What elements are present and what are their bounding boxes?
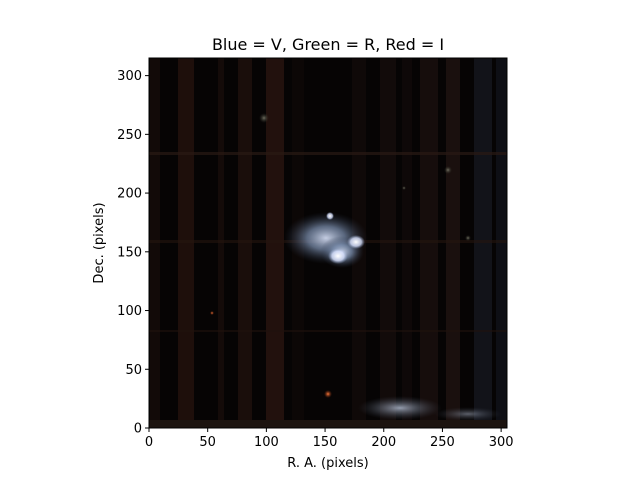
bottom-emission [358,396,442,420]
detector-seam [149,152,507,155]
y-tick-label: 100 [117,304,142,319]
y-tick-label: 0 [134,422,142,437]
faint-source [444,166,452,174]
y-tick-label: 250 [117,128,142,143]
y-tick-label: 150 [117,245,142,260]
y-tick-label: 50 [125,363,142,378]
orange-source [210,311,214,315]
galaxy-core [347,235,365,249]
y-axis: 0 50 100 150 200 250 300 [117,69,149,437]
x-tick-label: 250 [430,435,455,450]
x-tick-label: 0 [145,435,153,450]
orange-source [324,390,332,398]
x-tick-label: 50 [199,435,216,450]
x-tick-label: 100 [254,435,279,450]
x-tick-label: 150 [313,435,338,450]
faint-source [259,113,269,123]
galaxy-core [328,248,348,264]
x-axis: 0 50 100 150 200 250 300 [145,428,514,450]
detector-seam [149,330,507,332]
figure-title: Blue = V, Green = R, Red = I [212,35,444,54]
bottom-edge [149,420,507,428]
y-tick-label: 300 [117,69,142,84]
galaxy-image [149,58,507,428]
galaxy-knot [326,212,334,220]
bottom-emission [434,407,502,421]
axes-frame [148,57,508,429]
x-tick-label: 300 [489,435,514,450]
y-tick-label: 200 [117,187,142,202]
faint-source [465,235,471,241]
x-axis-label: R. A. (pixels) [287,456,368,471]
y-axis-label: Dec. (pixels) [92,202,107,283]
faint-source [402,186,406,190]
x-tick-label: 200 [371,435,396,450]
